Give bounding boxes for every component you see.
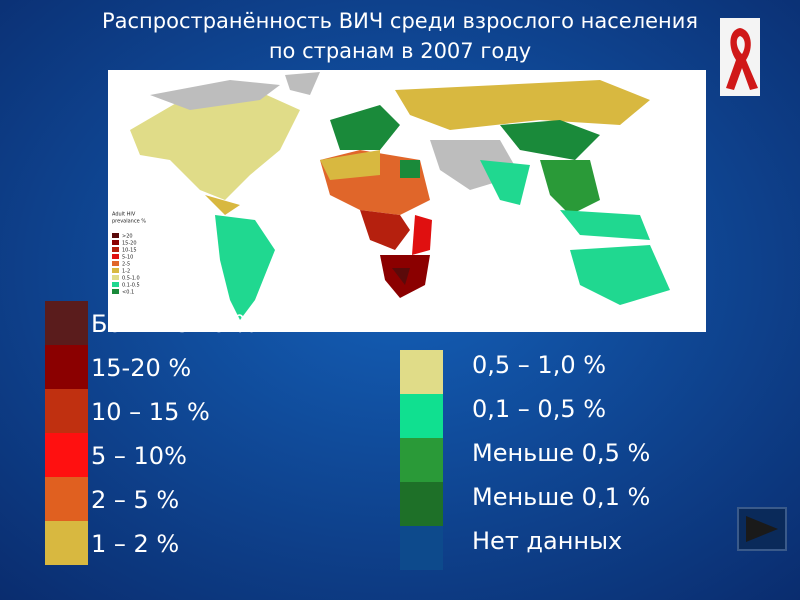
legend-label: 15-20 % xyxy=(91,354,191,382)
map-legend-label: 10-15 xyxy=(122,248,137,254)
legend-swatch xyxy=(400,438,443,482)
legend-label: Меньше 0,5 % xyxy=(472,439,650,467)
legend-swatch xyxy=(400,526,443,570)
map-legend-swatch xyxy=(112,261,119,266)
map-legend-swatch xyxy=(112,268,119,273)
map-legend-label: 1-2 xyxy=(122,269,130,275)
legend-swatch xyxy=(45,301,88,345)
map-legend-label: 0.1-0.5 xyxy=(122,283,140,289)
map-legend-label: 2-5 xyxy=(122,262,130,268)
legend-label: Нет данных xyxy=(472,527,622,555)
legend-label: 0,1 – 0,5 % xyxy=(472,395,606,423)
legend-swatch xyxy=(45,521,88,565)
legend-label: Больше 20 % xyxy=(91,310,257,338)
map-legend-label: <0.1 xyxy=(122,290,134,296)
map-legend-label: 15-20 xyxy=(122,241,137,247)
map-legend-swatch xyxy=(112,289,119,294)
map-legend-title: Adult HIV xyxy=(112,212,136,218)
legend-swatch xyxy=(400,394,443,438)
world-map xyxy=(108,70,706,332)
title-line: Распространённость ВИЧ среди взрослого н… xyxy=(102,9,698,33)
legend-label: 2 – 5 % xyxy=(91,486,179,514)
legend-swatch xyxy=(400,482,443,526)
play-arrow[interactable] xyxy=(746,516,778,542)
next-button[interactable] xyxy=(737,507,787,551)
map-legend-swatch xyxy=(112,275,119,280)
map-legend-label: >20 xyxy=(122,234,133,240)
legend-swatch xyxy=(45,389,88,433)
legend-label: 5 – 10% xyxy=(91,442,187,470)
map-legend-swatch xyxy=(112,233,119,238)
map-legend-swatch xyxy=(112,240,119,245)
map-legend-label: 0.5-1.0 xyxy=(122,276,140,282)
title-line: по странам в 2007 году xyxy=(269,39,531,63)
map-legend-title: prevalance % xyxy=(112,219,146,225)
legend-label: 0,5 – 1,0 % xyxy=(472,351,606,379)
map-legend-swatch xyxy=(112,247,119,252)
legend-label: 10 – 15 % xyxy=(91,398,210,426)
map-legend-label: 5-10 xyxy=(122,255,133,261)
legend-swatch xyxy=(45,433,88,477)
map-legend-swatch xyxy=(112,282,119,287)
legend-swatch xyxy=(400,350,443,394)
ribbon-icon xyxy=(720,18,760,96)
legend-label: Меньше 0,1 % xyxy=(472,483,650,511)
map-legend: Adult HIV prevalance % >2015-2010-155-10… xyxy=(112,212,146,296)
legend-label: 1 – 2 % xyxy=(91,530,179,558)
legend-swatch xyxy=(45,345,88,389)
legend-swatch xyxy=(45,477,88,521)
map-legend-swatch xyxy=(112,254,119,259)
